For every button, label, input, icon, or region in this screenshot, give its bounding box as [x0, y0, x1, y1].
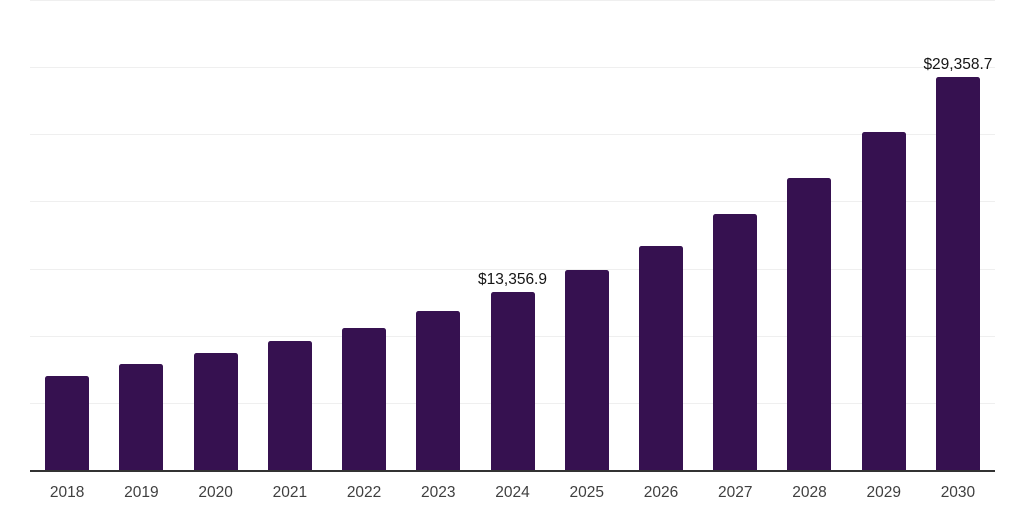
- x-tick-label-2018: 2018: [49, 484, 85, 501]
- x-tick-label-2028: 2028: [792, 484, 827, 501]
- gridline-20000: [30, 201, 995, 203]
- data-label-2030: $29,358.7: [923, 55, 993, 73]
- bar-2021: [267, 340, 312, 471]
- bar-column-2021: [253, 1, 327, 471]
- bar-column-2022: [327, 1, 401, 471]
- bar-2022: [342, 327, 387, 471]
- bar-2024: [490, 291, 535, 471]
- x-axis-line: [30, 470, 995, 472]
- bar-2030: [935, 76, 980, 471]
- bar-2029: [861, 132, 906, 471]
- bar-2019: [119, 363, 164, 471]
- x-tick-label-2024: 2024: [495, 484, 530, 501]
- x-tick-label-2023: 2023: [421, 484, 456, 501]
- x-tick-label-2026: 2026: [643, 484, 679, 501]
- bar-column-2026: [624, 1, 698, 471]
- bar-column-2023: [401, 1, 475, 471]
- x-axis-labels: 2018 2019 2020 2021 2022 2023 2024 2025 2026 2027…: [30, 484, 995, 501]
- bar-2027: [713, 214, 758, 471]
- gridline-35000: [30, 0, 995, 1]
- gridline-30000: [30, 67, 995, 69]
- x-tick-label-2030: 2030: [940, 484, 976, 501]
- bar-column-2024: $13,356.9: [475, 1, 549, 471]
- bar-2020: [193, 353, 238, 471]
- bar-series: $13,356.9 $29,358.7: [30, 1, 995, 471]
- bar-column-2018: [30, 1, 104, 471]
- bar-2025: [564, 269, 609, 471]
- bar-column-2028: [772, 1, 846, 471]
- bar-column-2027: [698, 1, 772, 471]
- x-tick-label-2027: 2027: [717, 484, 753, 501]
- bar-column-2019: [104, 1, 178, 471]
- plot-area: $13,356.9 $29,358.7: [30, 0, 995, 471]
- gridline-15000: [30, 268, 995, 270]
- x-tick-label-2020: 2020: [198, 484, 233, 501]
- x-tick-label-2019: 2019: [124, 484, 159, 501]
- bar-column-2025: [550, 1, 624, 471]
- x-tick-label-2022: 2022: [346, 484, 382, 501]
- data-label-2024: $13,356.9: [478, 270, 547, 288]
- bar-2028: [787, 177, 832, 471]
- x-tick-label-2029: 2029: [866, 484, 901, 501]
- bar-2023: [416, 311, 461, 471]
- x-tick-label-2021: 2021: [272, 484, 308, 501]
- bar-2026: [638, 246, 683, 471]
- x-tick-label-2025: 2025: [569, 484, 604, 501]
- bar-column-2030: $29,358.7: [921, 1, 995, 471]
- bar-column-2020: [178, 1, 252, 471]
- bar-column-2029: [847, 1, 921, 471]
- bar-2018: [45, 375, 90, 471]
- gridline-25000: [30, 134, 995, 136]
